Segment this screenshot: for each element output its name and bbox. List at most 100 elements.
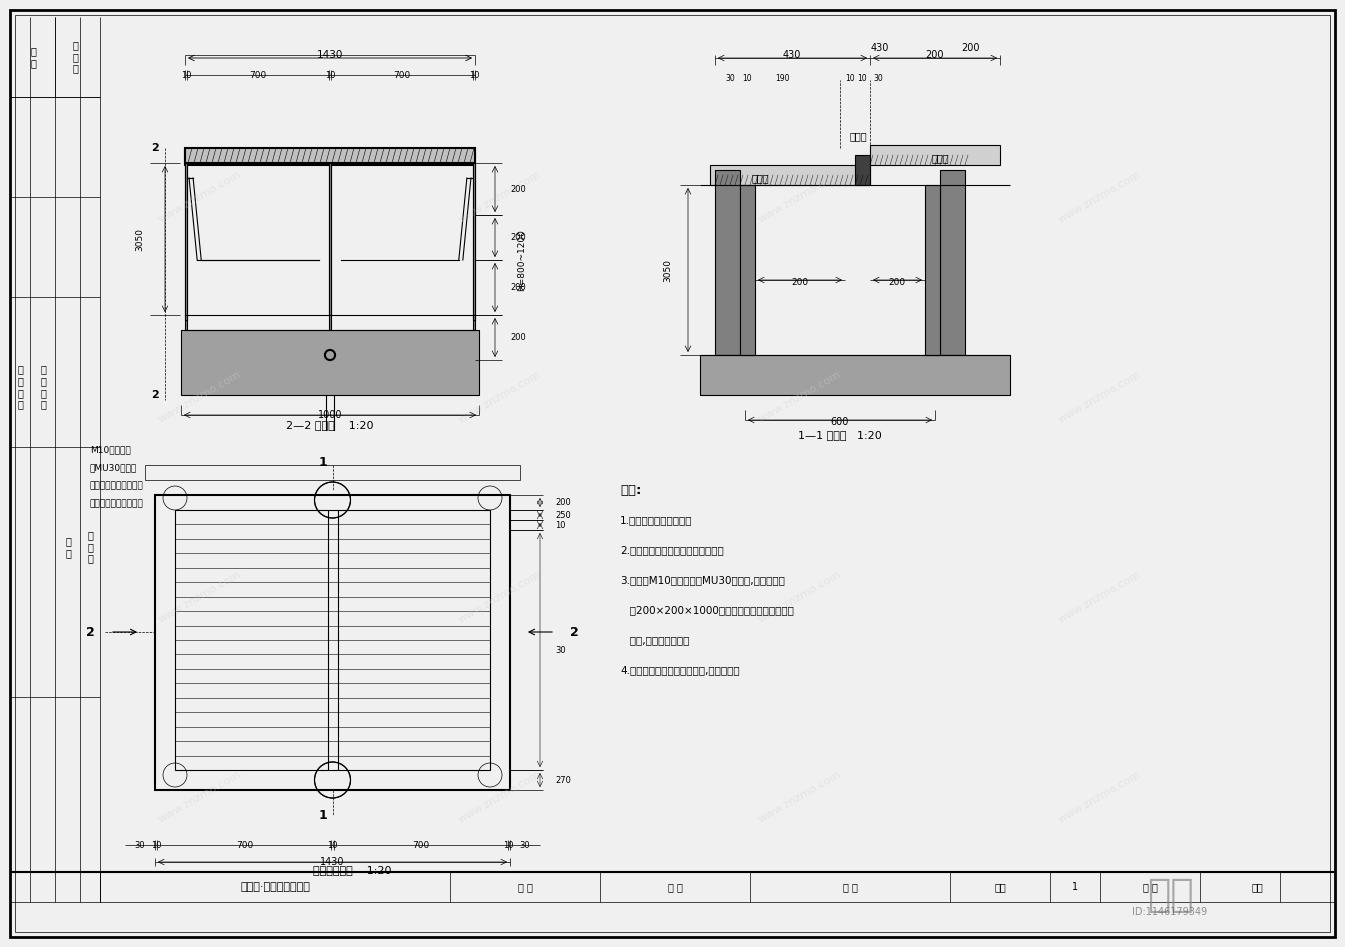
Text: 2: 2	[86, 626, 95, 638]
Text: www.znzmo.com: www.znzmo.com	[757, 369, 843, 425]
Text: 200: 200	[960, 43, 979, 53]
Bar	[155, 495, 510, 790]
Text: 材料,并经甲批认可。: 材料,并经甲批认可。	[620, 635, 690, 645]
Bar	[699, 355, 1010, 395]
Text: 1: 1	[1072, 882, 1079, 892]
Text: 250: 250	[555, 510, 570, 520]
Text: 或其他强度等级相当的: 或其他强度等级相当的	[90, 481, 144, 491]
Text: 30: 30	[519, 841, 530, 849]
Bar	[186, 165, 187, 360]
Text: 路缘石: 路缘石	[849, 131, 866, 141]
Text: 30: 30	[555, 646, 566, 654]
Text: 10: 10	[503, 841, 514, 849]
Text: 10: 10	[324, 70, 335, 80]
Text: www.znzmo.com: www.znzmo.com	[1057, 769, 1143, 825]
Bar	[186, 150, 475, 165]
Text: 200: 200	[925, 50, 944, 60]
Text: 比 例: 比 例	[1142, 882, 1158, 892]
Text: 砌筑材料并经甲批认可: 砌筑材料并经甲批认可	[90, 499, 144, 509]
Text: 工
程
名
称: 工 程 名 称	[17, 365, 23, 409]
Text: M10水泥砂浆: M10水泥砂浆	[90, 445, 130, 455]
Text: 10: 10	[555, 521, 565, 529]
Text: 4.雨水篦材料为铸压复合材料,成品现货。: 4.雨水篦材料为铸压复合材料,成品现货。	[620, 665, 740, 675]
Text: 3050: 3050	[663, 259, 672, 281]
Text: 200: 200	[510, 283, 526, 292]
Text: 见题: 见题	[1251, 882, 1263, 892]
Text: 审
核: 审 核	[65, 536, 71, 558]
Text: www.znzmo.com: www.znzmo.com	[157, 569, 243, 625]
Bar	[716, 170, 740, 355]
Text: 1430: 1430	[317, 50, 343, 60]
Bar	[940, 170, 964, 355]
Text: 设 计: 设 计	[518, 882, 533, 892]
Text: 2.本图适用于车行道上沿街侧立置。: 2.本图适用于车行道上沿街侧立置。	[620, 545, 724, 555]
Text: 1: 1	[319, 456, 327, 469]
Text: 10: 10	[742, 74, 752, 82]
Text: 2: 2	[151, 143, 159, 153]
Text: 10: 10	[180, 70, 191, 80]
Text: 30: 30	[725, 74, 734, 82]
Text: www.znzmo.com: www.znzmo.com	[157, 769, 243, 825]
Text: 知末: 知末	[1147, 876, 1193, 914]
Bar	[710, 165, 870, 185]
Bar	[740, 185, 755, 355]
Text: 200: 200	[510, 233, 526, 242]
Text: 车行道: 车行道	[752, 173, 769, 183]
Text: www.znzmo.com: www.znzmo.com	[157, 369, 243, 425]
Bar	[330, 163, 331, 315]
Text: 1—1 剖面图   1:20: 1—1 剖面图 1:20	[798, 430, 882, 440]
Text: www.znzmo.com: www.znzmo.com	[1057, 569, 1143, 625]
Text: 进修路·万盛大道排洪沟: 进修路·万盛大道排洪沟	[239, 882, 309, 892]
Text: 430: 430	[870, 43, 889, 53]
Text: 200: 200	[791, 277, 808, 287]
Text: www.znzmo.com: www.znzmo.com	[457, 170, 543, 224]
Text: 说明:: 说明:	[620, 484, 642, 496]
Bar	[473, 165, 475, 360]
Text: 10: 10	[327, 841, 338, 849]
Text: 校
审: 校 审	[30, 46, 36, 68]
Bar	[473, 163, 475, 320]
Text: www.znzmo.com: www.znzmo.com	[457, 369, 543, 425]
Text: 430: 430	[783, 50, 802, 60]
Text: 3050: 3050	[136, 227, 144, 251]
Text: 10: 10	[845, 74, 855, 82]
Text: 1000: 1000	[317, 410, 342, 420]
Text: 申
核
人: 申 核 人	[87, 530, 93, 563]
Text: 校
审
人: 校 审 人	[73, 41, 78, 74]
Text: 10: 10	[469, 70, 479, 80]
Text: 200: 200	[510, 185, 526, 193]
Text: H=800~1200: H=800~1200	[518, 229, 526, 291]
Text: 700: 700	[235, 841, 253, 849]
Text: 200: 200	[555, 498, 570, 507]
Bar	[186, 148, 475, 163]
Text: 200: 200	[510, 333, 526, 342]
Text: 700: 700	[249, 70, 266, 80]
Bar	[855, 155, 870, 185]
Text: 2: 2	[570, 626, 578, 638]
Text: 1430: 1430	[320, 857, 344, 867]
Bar	[870, 145, 999, 165]
Text: www.znzmo.com: www.znzmo.com	[757, 569, 843, 625]
Text: 700: 700	[412, 841, 429, 849]
Text: 2: 2	[151, 390, 159, 400]
Text: 图 号: 图 号	[842, 882, 858, 892]
Text: 30: 30	[134, 841, 145, 849]
Text: www.znzmo.com: www.znzmo.com	[457, 769, 543, 825]
Text: 600: 600	[831, 417, 849, 427]
Text: 雨水口平面图    1:20: 雨水口平面图 1:20	[313, 865, 391, 875]
Text: ID:1146179349: ID:1146179349	[1132, 907, 1208, 917]
Text: www.znzmo.com: www.znzmo.com	[757, 769, 843, 825]
Text: 1: 1	[319, 809, 327, 821]
Bar	[145, 465, 521, 480]
Text: 为200×200×1000；满足强度等强相当的砌筑: 为200×200×1000；满足强度等强相当的砌筑	[620, 605, 794, 615]
Text: www.znzmo.com: www.znzmo.com	[1057, 170, 1143, 224]
Text: 700: 700	[393, 70, 410, 80]
Text: 工
程
编
号: 工 程 编 号	[40, 365, 46, 409]
Text: 10: 10	[151, 841, 161, 849]
Text: www.znzmo.com: www.znzmo.com	[757, 170, 843, 224]
Bar	[330, 165, 331, 360]
Text: www.znzmo.com: www.znzmo.com	[157, 170, 243, 224]
Bar	[182, 330, 479, 395]
Text: 10: 10	[857, 74, 866, 82]
Text: 1.本图尺寸均以毫米计。: 1.本图尺寸均以毫米计。	[620, 515, 693, 525]
